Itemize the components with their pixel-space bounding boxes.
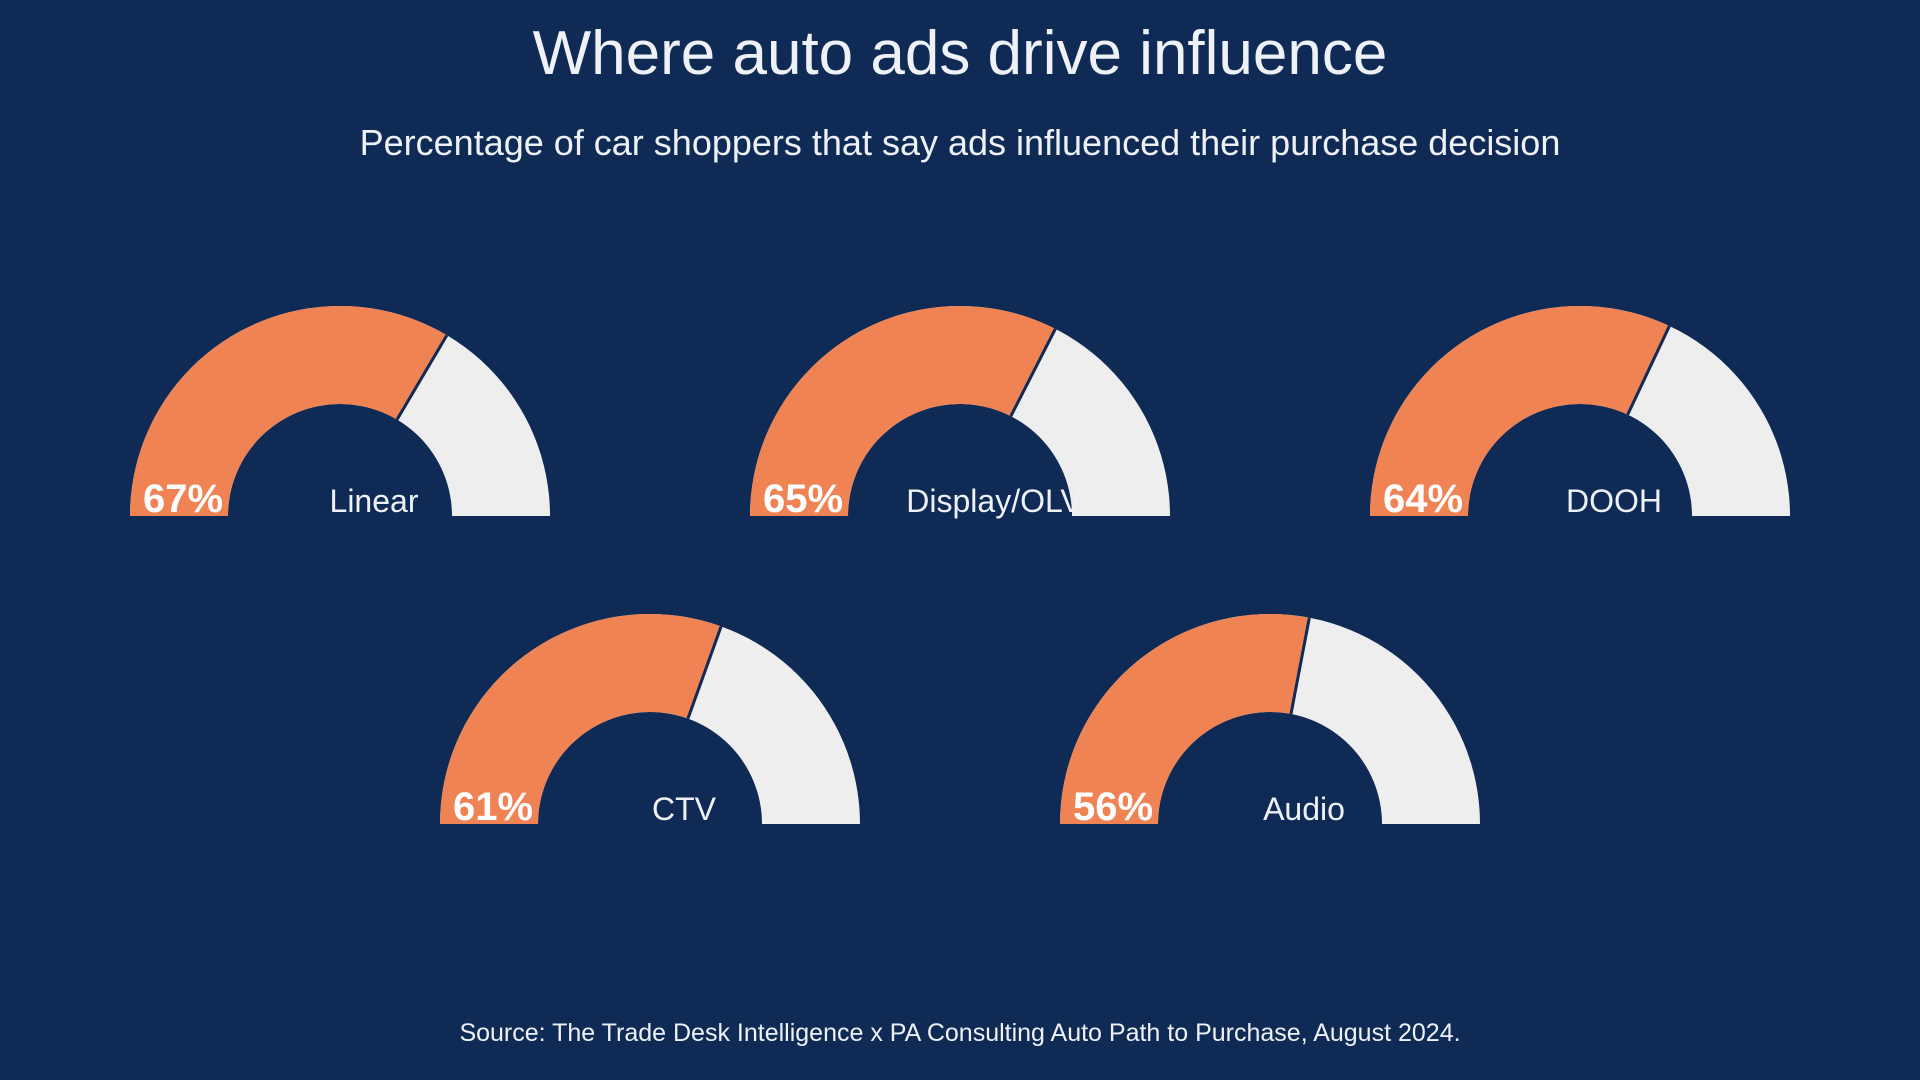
infographic-canvas: Where auto ads drive influence Percentag… <box>0 0 1920 1080</box>
gauge-label: CTV <box>469 791 899 828</box>
gauge-label: Linear <box>159 483 589 520</box>
gauge-rows: 67%Linear 65%Display/OLV 64%DOOH 61%CTV 56%A… <box>0 290 1920 906</box>
gauge-label: DOOH <box>1399 483 1829 520</box>
gauge: 56%Audio <box>1055 598 1485 834</box>
page-title: Where auto ads drive influence <box>0 18 1920 89</box>
page-subtitle: Percentage of car shoppers that say ads … <box>0 122 1920 164</box>
gauge: 61%CTV <box>435 598 865 834</box>
gauge-row: 67%Linear 65%Display/OLV 64%DOOH <box>0 290 1920 526</box>
gauge-label: Display/OLV <box>779 483 1209 520</box>
source-attribution: Source: The Trade Desk Intelligence x PA… <box>0 1019 1920 1048</box>
gauge: 67%Linear <box>125 290 555 526</box>
gauge-row: 61%CTV 56%Audio <box>0 598 1920 834</box>
gauge: 64%DOOH <box>1365 290 1795 526</box>
gauge-label: Audio <box>1089 791 1519 828</box>
gauge: 65%Display/OLV <box>745 290 1175 526</box>
